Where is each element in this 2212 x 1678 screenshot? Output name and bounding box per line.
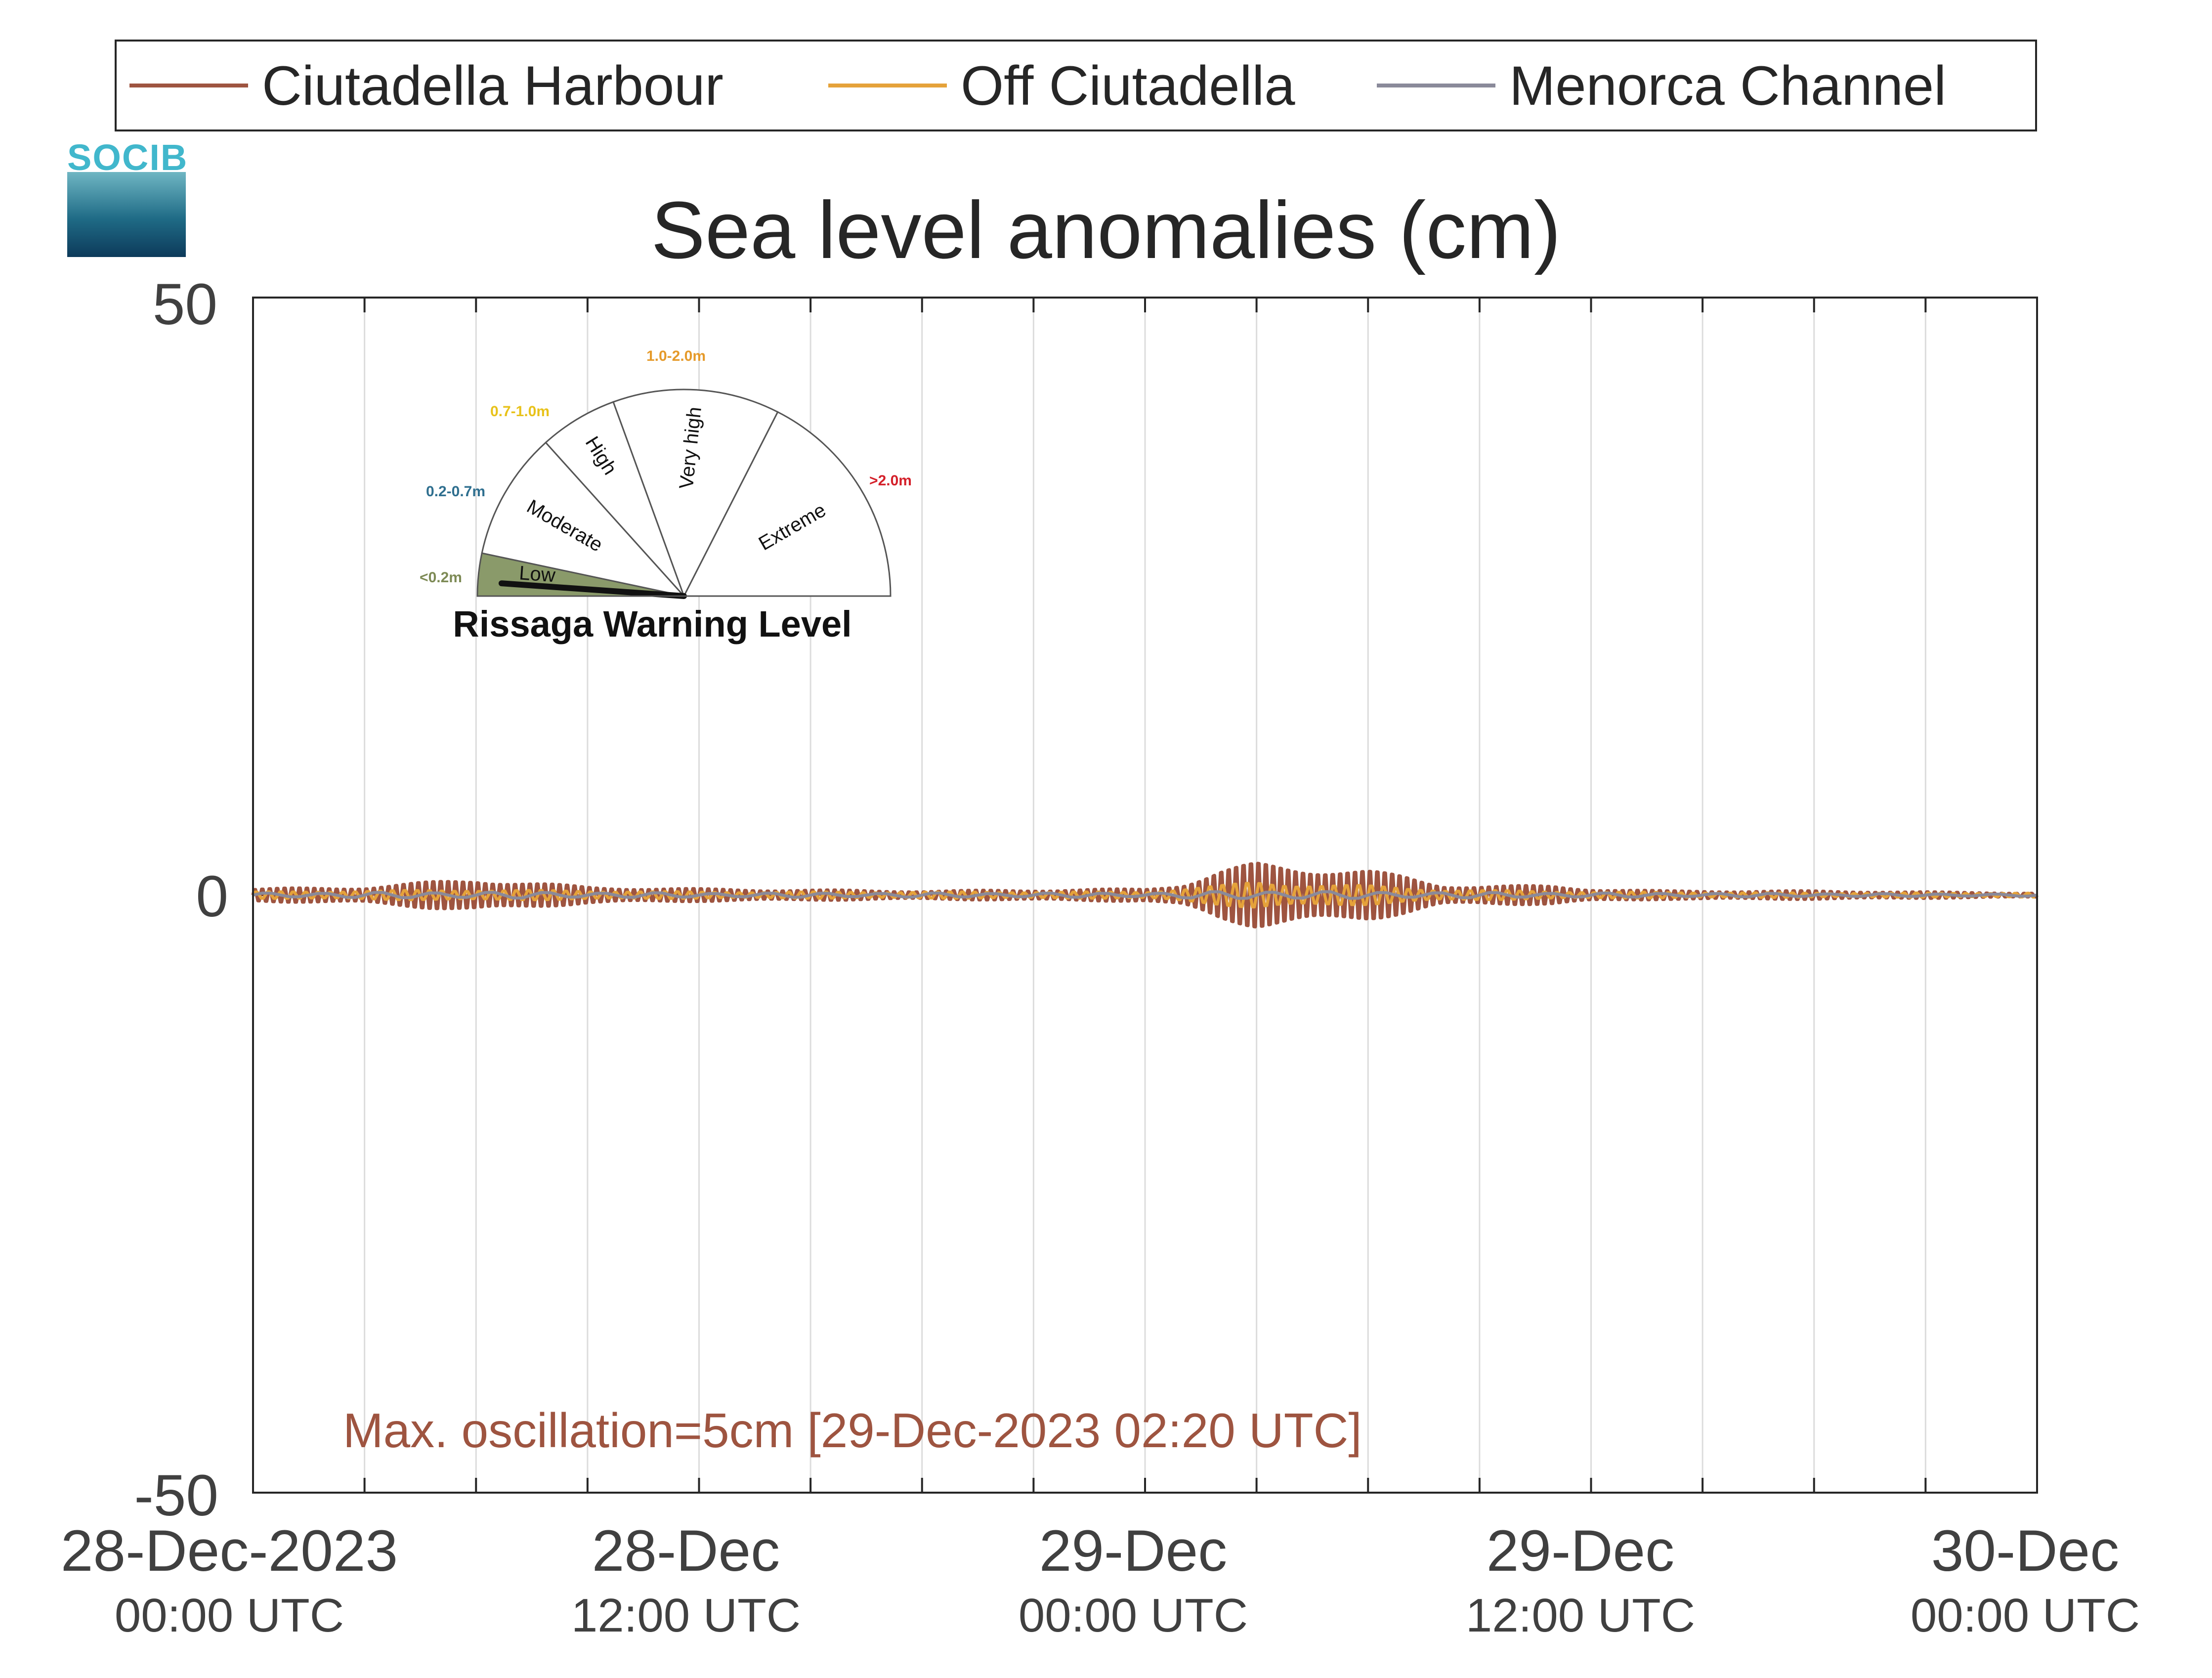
gauge-range-label: <0.2m: [420, 569, 462, 586]
gauge-range-label: 0.2-0.7m: [426, 483, 485, 500]
y-tick-label: -50: [134, 1463, 218, 1528]
x-tick-time: 00:00 UTC: [114, 1589, 344, 1642]
logo-text: SOCIB: [67, 137, 188, 178]
x-tick-date: 30-Dec: [1931, 1518, 2120, 1584]
x-tick-date: 29-Dec: [1039, 1518, 1228, 1584]
legend-label: Off Ciutadella: [961, 54, 1295, 117]
gauge-sector-very-high: [612, 388, 779, 598]
x-tick-time: 00:00 UTC: [1018, 1589, 1248, 1642]
legend-swatch: [828, 84, 947, 87]
gauge-sector-extreme: [682, 411, 892, 597]
x-tick-date: 28-Dec-2023: [60, 1518, 398, 1584]
socib-logo: SOCIB: [67, 136, 188, 257]
gauge-range-label: 0.7-1.0m: [490, 403, 550, 420]
gauge-sector-high: [545, 401, 685, 597]
gauge-range-label: >2.0m: [869, 473, 912, 489]
x-tick-label: 29-Dec 12:00 UTC: [1407, 1517, 1753, 1643]
legend-swatch: [129, 84, 248, 87]
max-oscillation-annotation: Max. oscillation=5cm [29-Dec-2023 02:20 …: [343, 1403, 1362, 1458]
gauge-range-label: 1.0-2.0m: [646, 348, 706, 364]
chart-title: Sea level anomalies (cm): [651, 185, 1561, 275]
y-tick-label: 50: [152, 272, 217, 337]
legend-item-ciutadella-harbour: Ciutadella Harbour: [129, 42, 723, 129]
legend-swatch: [1377, 84, 1495, 87]
x-tick-date: 29-Dec: [1486, 1518, 1675, 1584]
gauge-title: Rissaga Warning Level: [453, 603, 852, 645]
plot-frame: [252, 297, 2038, 1494]
legend-label: Menorca Channel: [1509, 54, 1947, 117]
series-line-menorca-channel: [253, 890, 2038, 900]
legend-item-menorca-channel: Menorca Channel: [1377, 42, 1946, 129]
x-tick-time: 12:00 UTC: [1465, 1589, 1696, 1642]
gauge-sector-moderate: [481, 441, 686, 598]
legend-item-off-ciutadella: Off Ciutadella: [828, 42, 1295, 129]
legend-label: Ciutadella Harbour: [262, 54, 723, 117]
x-tick-time: 00:00 UTC: [1910, 1589, 2140, 1642]
gauge-needle: [498, 580, 687, 599]
x-tick-time: 12:00 UTC: [571, 1589, 801, 1642]
x-tick-label: 28-Dec 12:00 UTC: [513, 1517, 859, 1643]
x-tick-label: 29-Dec 00:00 UTC: [960, 1517, 1306, 1643]
y-tick-label: 0: [196, 864, 228, 929]
x-tick-label: 30-Dec 00:00 UTC: [1852, 1517, 2198, 1643]
x-tick-date: 28-Dec: [592, 1518, 780, 1584]
logo-wave-icon: [67, 172, 186, 257]
x-tick-label: 28-Dec-2023 00:00 UTC: [56, 1517, 402, 1643]
rissaga-warning-gauge: Low Moderate High Very high Extreme <0.2m 0.2-…: [395, 346, 929, 652]
legend: Ciutadella Harbour Off Ciutadella Menorc…: [115, 40, 2037, 131]
